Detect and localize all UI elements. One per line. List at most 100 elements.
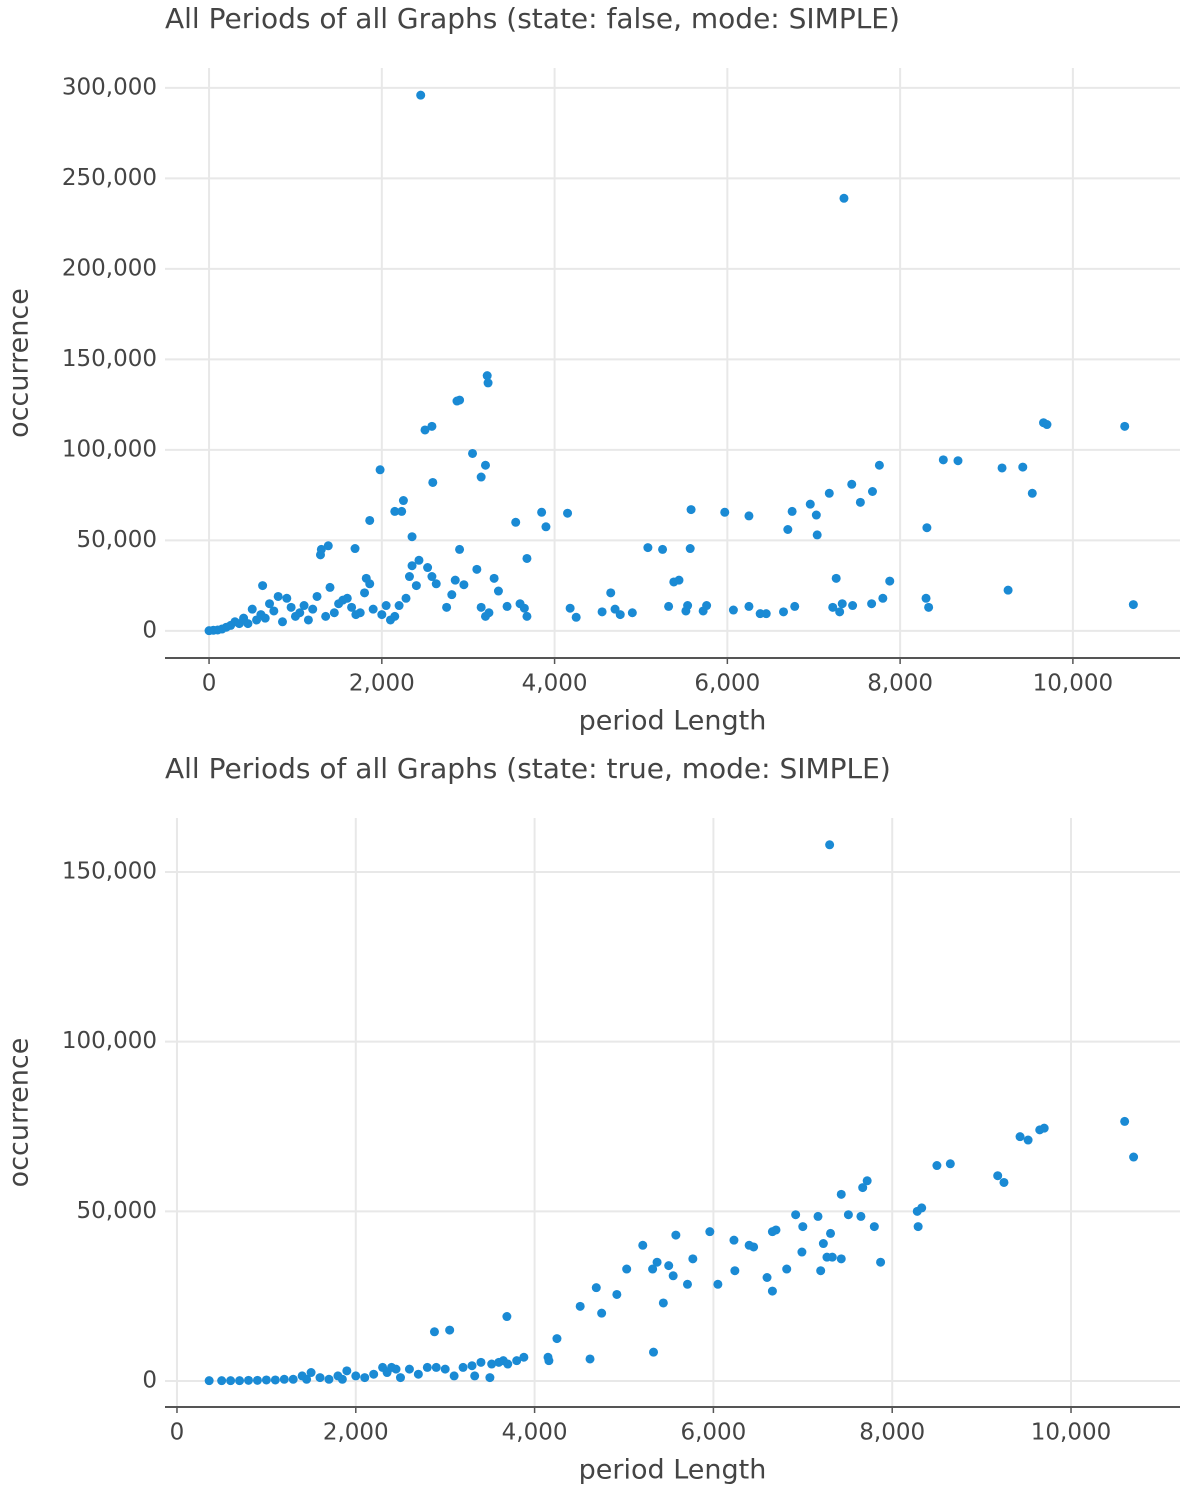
point (848, 601, 858, 611)
point (502, 1312, 512, 1322)
point (397, 506, 407, 516)
point (698, 606, 708, 616)
y-axis-label: occurrence (4, 288, 35, 438)
point (445, 1325, 455, 1335)
point (563, 508, 573, 518)
point (713, 1279, 723, 1289)
point (782, 1264, 792, 1274)
point (638, 1240, 648, 1250)
point (648, 1264, 658, 1274)
point (876, 1257, 886, 1267)
point (299, 601, 309, 611)
point (729, 1235, 739, 1245)
point (279, 1374, 289, 1384)
x-tick-label: 2,000 (323, 1420, 389, 1446)
point (329, 608, 339, 618)
point (455, 395, 465, 405)
point (323, 541, 333, 551)
point (480, 460, 490, 470)
point (828, 602, 838, 612)
point (297, 1371, 307, 1381)
point (315, 1373, 325, 1383)
point (669, 577, 679, 587)
point (458, 1362, 468, 1372)
point (290, 611, 300, 621)
y-axis-label: occurrence (4, 1038, 35, 1188)
point (342, 1366, 352, 1376)
point (476, 472, 486, 482)
y-tick-label: 200,000 (62, 255, 157, 281)
point (321, 611, 331, 621)
point (390, 506, 400, 516)
point (627, 608, 637, 618)
point (306, 1368, 316, 1378)
x-tick-label: 8,000 (867, 671, 933, 697)
y-tick-label: 50,000 (77, 527, 157, 553)
point (258, 581, 268, 591)
point (485, 1373, 495, 1383)
point (541, 522, 551, 532)
point (1128, 600, 1138, 610)
x-tick-label: 10,000 (1031, 1420, 1111, 1446)
point (606, 588, 616, 598)
point (487, 1359, 497, 1369)
point (423, 563, 433, 573)
point (688, 1254, 698, 1264)
y-tick-label: 250,000 (62, 165, 157, 191)
point (686, 505, 696, 515)
point (615, 610, 625, 620)
point (728, 605, 738, 615)
point (790, 601, 800, 611)
point (234, 619, 244, 629)
point (338, 595, 348, 605)
point (836, 1254, 846, 1264)
point (585, 1354, 595, 1364)
chart-title: All Periods of all Graphs (state: true, … (165, 752, 891, 785)
point (652, 1257, 662, 1267)
point (938, 455, 948, 465)
point (779, 607, 789, 617)
point (515, 599, 525, 609)
point (413, 1369, 423, 1379)
point (468, 448, 478, 458)
point (288, 1374, 298, 1384)
point (874, 460, 884, 470)
point (252, 1375, 262, 1385)
point (767, 1286, 777, 1296)
point (1129, 1152, 1139, 1162)
point (767, 1227, 777, 1237)
point (705, 1227, 715, 1237)
point (511, 517, 521, 527)
point (1120, 1116, 1130, 1126)
point (303, 615, 313, 625)
point (350, 544, 360, 554)
point (811, 510, 821, 520)
point (365, 515, 375, 525)
point (797, 1247, 807, 1257)
point (235, 1376, 245, 1386)
point (953, 456, 963, 466)
point (407, 561, 417, 571)
point (360, 588, 370, 598)
point (407, 532, 417, 542)
point (658, 544, 668, 554)
point (835, 607, 845, 617)
point (247, 604, 257, 614)
point (1015, 1132, 1025, 1142)
point (818, 1239, 828, 1249)
point (1003, 585, 1013, 595)
point (1027, 488, 1037, 498)
point (450, 575, 460, 585)
point (862, 1176, 872, 1186)
point (537, 507, 547, 517)
y-tick-label: 150,000 (62, 346, 157, 372)
point (503, 1359, 513, 1369)
point (502, 601, 512, 611)
point (671, 1230, 681, 1240)
point (414, 555, 424, 565)
point (484, 608, 494, 618)
point (472, 564, 482, 574)
point (816, 1266, 826, 1276)
point (744, 511, 754, 521)
